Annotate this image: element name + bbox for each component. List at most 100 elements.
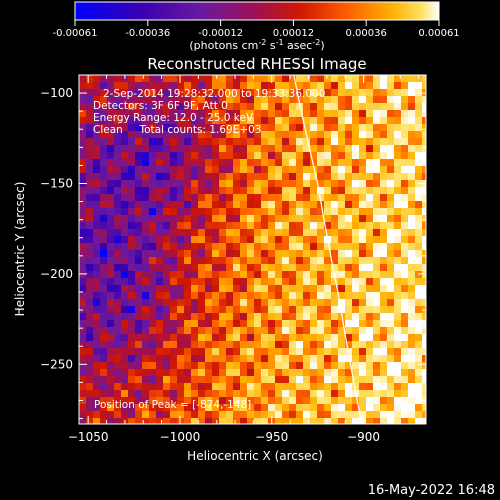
heatmap-cell [387, 334, 395, 342]
heatmap-cell [282, 285, 290, 293]
heatmap-cell [149, 138, 157, 146]
heatmap-cell [156, 257, 164, 265]
heatmap-cell [317, 320, 325, 328]
heatmap-cell [345, 341, 353, 349]
heatmap-cell [149, 313, 157, 321]
heatmap-cell [177, 257, 185, 265]
heatmap-cell [191, 369, 199, 377]
heatmap-cell [212, 257, 220, 265]
heatmap-cell [86, 348, 94, 356]
heatmap-cell [114, 278, 122, 286]
heatmap-cell [394, 117, 402, 125]
heatmap-cell [142, 313, 150, 321]
heatmap-cell [408, 404, 416, 412]
heatmap-cell [135, 264, 143, 272]
heatmap-cell [121, 313, 129, 321]
heatmap-cell [93, 159, 101, 167]
heatmap-cell [114, 397, 122, 405]
heatmap-cell [100, 124, 108, 132]
heatmap-cell [142, 397, 150, 405]
heatmap-cell [359, 376, 367, 384]
heatmap-cell [170, 390, 178, 398]
heatmap-cell [408, 131, 416, 139]
heatmap-cell [107, 313, 115, 321]
heatmap-cell [93, 341, 101, 349]
heatmap-cell [352, 404, 360, 412]
heatmap-cell [100, 264, 108, 272]
heatmap-cell [387, 236, 395, 244]
heatmap-cell [331, 348, 339, 356]
heatmap-cell [324, 411, 332, 419]
heatmap-cell [254, 313, 262, 321]
heatmap-cell [373, 320, 381, 328]
heatmap-cell [149, 264, 157, 272]
heatmap-cell [240, 411, 248, 419]
heatmap-cell [128, 96, 136, 104]
colorbar-tick-label: -0.00036 [125, 28, 170, 39]
heatmap-cell [254, 362, 262, 370]
heatmap-cell [212, 180, 220, 188]
heatmap-cell [366, 250, 374, 258]
heatmap-cell [422, 243, 426, 251]
heatmap-cell [184, 250, 192, 258]
heatmap-cell [310, 208, 318, 216]
heatmap-cell [317, 271, 325, 279]
heatmap-cell [142, 110, 150, 118]
heatmap-cell [107, 222, 115, 230]
heatmap-cell [268, 271, 276, 279]
heatmap-cell [317, 89, 325, 97]
heatmap-cell [247, 369, 255, 377]
heatmap-cell [226, 110, 234, 118]
heatmap-cell [387, 411, 395, 419]
heatmap-cell [240, 376, 248, 384]
heatmap-cell [317, 243, 325, 251]
heatmap-cell [415, 355, 423, 363]
heatmap-cell [394, 82, 402, 90]
heatmap-cell [387, 306, 395, 314]
heatmap-cell [317, 145, 325, 153]
heatmap-cell [156, 411, 164, 419]
heatmap-cell [149, 208, 157, 216]
heatmap-cell [261, 236, 269, 244]
heatmap-cell [191, 320, 199, 328]
heatmap-cell [114, 75, 122, 83]
heatmap-cell [205, 390, 213, 398]
heatmap-cell [212, 145, 220, 153]
heatmap-cell [422, 229, 426, 237]
heatmap-cell [296, 110, 304, 118]
heatmap-cell [310, 306, 318, 314]
heatmap-cell [394, 390, 402, 398]
heatmap-cell [142, 117, 150, 125]
heatmap-cell [240, 124, 248, 132]
heatmap-cell [261, 418, 269, 424]
heatmap-cell [219, 201, 227, 209]
heatmap-cell [149, 180, 157, 188]
heatmap-cell [219, 411, 227, 419]
heatmap-cell [100, 341, 108, 349]
heatmap-cell [331, 152, 339, 160]
heatmap-cell [128, 390, 136, 398]
heatmap-cell [177, 145, 185, 153]
heatmap-image [79, 75, 426, 424]
heatmap-cell [345, 159, 353, 167]
heatmap-cell [100, 89, 108, 97]
heatmap-cell [184, 369, 192, 377]
heatmap-cell [338, 348, 346, 356]
heatmap-cell [128, 250, 136, 258]
heatmap-cell [107, 348, 115, 356]
heatmap-cell [128, 103, 136, 111]
heatmap-cell [268, 327, 276, 335]
heatmap-cell [254, 327, 262, 335]
heatmap-cell [352, 278, 360, 286]
heatmap-cell [261, 89, 269, 97]
heatmap-cell [184, 117, 192, 125]
heatmap-cell [373, 124, 381, 132]
heatmap-cell [86, 355, 94, 363]
heatmap-cell [254, 236, 262, 244]
heatmap-cell [212, 383, 220, 391]
heatmap-cell [275, 383, 283, 391]
heatmap-cell [345, 355, 353, 363]
heatmap-cell [114, 348, 122, 356]
heatmap-cell [247, 264, 255, 272]
heatmap-cell [107, 376, 115, 384]
